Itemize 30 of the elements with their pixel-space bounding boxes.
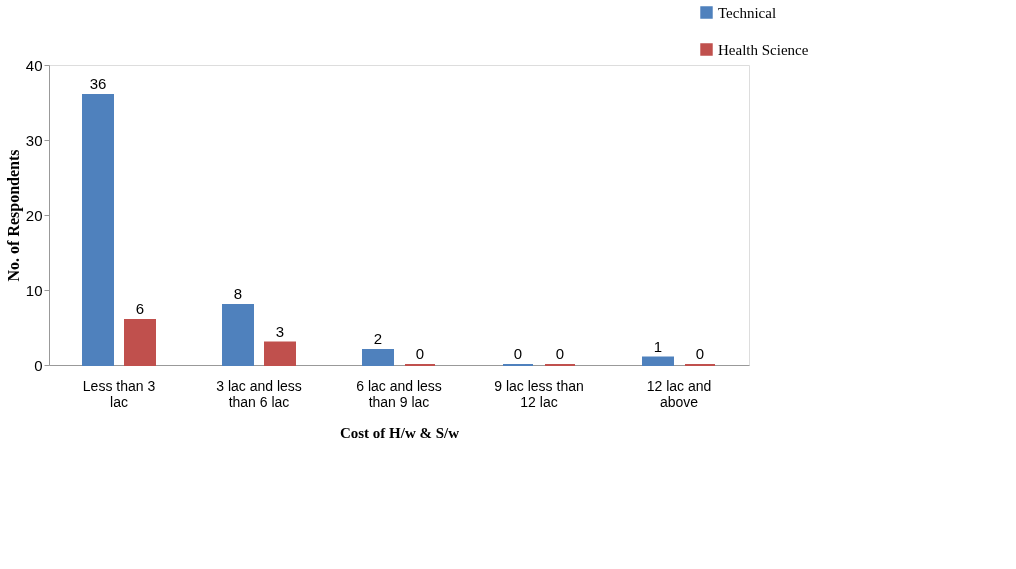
bar: [642, 356, 674, 366]
legend-label: Technical: [718, 4, 777, 21]
data-label: 6: [135, 300, 145, 317]
y-tick-label: 20: [25, 206, 43, 224]
bar: [124, 319, 156, 366]
data-label: 36: [89, 75, 107, 92]
x-tick-label: 6 lac and less than 9 lac: [356, 377, 442, 410]
data-label: 8: [233, 285, 243, 302]
y-axis-title: No. of Respondents: [4, 149, 23, 282]
data-label: 2: [373, 330, 383, 347]
bar: [362, 349, 394, 366]
x-axis-title: Cost of H/w & S/w: [339, 424, 460, 441]
bar: [264, 341, 296, 366]
data-label: 0: [513, 345, 523, 362]
x-tick-label: Less than 3 lac: [82, 377, 156, 410]
y-tick-label: 10: [25, 281, 43, 299]
data-label: 3: [275, 322, 285, 340]
data-label: 0: [415, 345, 425, 362]
x-tick-label: 9 lac less than 12 lac: [494, 377, 584, 410]
x-tick-label: 3 lac and less than 6 lac: [216, 377, 302, 410]
y-tick-label: 40: [25, 56, 43, 74]
y-tick-label: 30: [25, 131, 43, 149]
data-label: 0: [555, 345, 565, 362]
data-label: 1: [653, 337, 663, 355]
legend-label: Health Science: [718, 41, 809, 58]
y-tick-label: 0: [34, 356, 43, 374]
x-tick-label: 12 lac and above: [646, 377, 712, 410]
data-label: 0: [695, 345, 705, 362]
bar: [82, 94, 114, 366]
bar: [222, 304, 254, 366]
